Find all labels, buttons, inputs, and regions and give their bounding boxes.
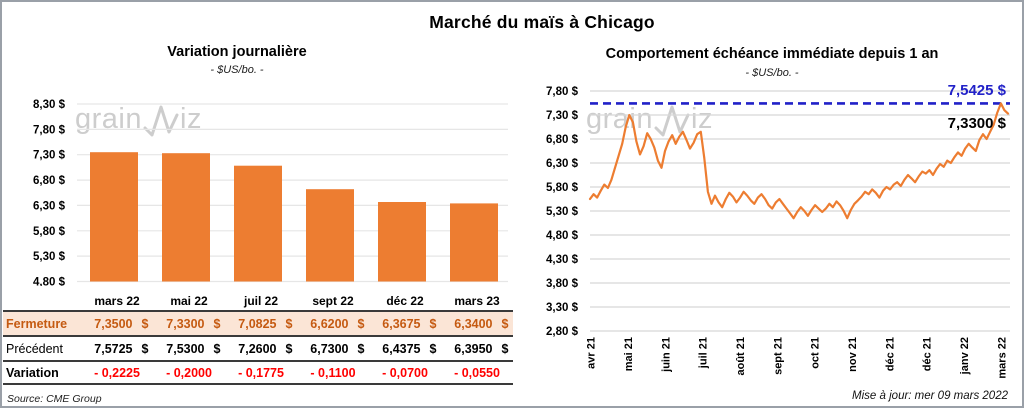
month-header-cell: mars 23 [454, 293, 500, 308]
value-cell: 6,3950 $ [454, 341, 509, 356]
svg-text:5,30 $: 5,30 $ [546, 206, 579, 218]
svg-text:déc 21: déc 21 [884, 337, 896, 371]
price-table: mars 22 mai 22 juil 22 sept 22 déc 22 mars 23… [3, 291, 513, 385]
value-cell: 6,6200 $ [310, 316, 365, 331]
bar-chart-subtitle: - $US/bo. - [210, 64, 264, 76]
line-chart: 7,80 $ 7,30 $ 6,80 $ 6,30 $ 5,80 $ 5,30 $ 4,80… [546, 86, 1010, 379]
bar-chart-title: Variation journalière [167, 44, 307, 60]
svg-text:6,30 $: 6,30 $ [33, 200, 66, 212]
svg-text:7,80 $: 7,80 $ [33, 124, 66, 136]
line-chart-title: Comportement échéance immédiate depuis 1… [605, 46, 939, 62]
month-header-cell: mai 22 [170, 293, 208, 308]
svg-text:4,30 $: 4,30 $ [546, 254, 579, 266]
svg-text:3,30 $: 3,30 $ [546, 302, 579, 314]
last-price-label: 7,3300 $ [947, 115, 1006, 132]
month-header-cell: déc 22 [386, 293, 424, 308]
svg-text:7,30 $: 7,30 $ [33, 150, 66, 162]
value-cell: 7,3500 $ [94, 316, 149, 331]
value-cell: - 0,2225 [94, 365, 140, 380]
value-cell: 7,3300 $ [166, 316, 221, 331]
source-note: Source: CME Group [7, 393, 102, 405]
svg-text:8,30 $: 8,30 $ [33, 99, 66, 111]
value-cell: 7,0825 $ [238, 316, 293, 331]
svg-text:5,80 $: 5,80 $ [546, 182, 579, 194]
svg-text:3,80 $: 3,80 $ [546, 278, 579, 290]
svg-text:5,80 $: 5,80 $ [33, 226, 66, 238]
line-chart-subtitle: - $US/bo. - [745, 67, 799, 79]
svg-text:6,80 $: 6,80 $ [33, 175, 66, 187]
watermark-text-right: iz [180, 103, 202, 135]
value-cell: 6,7300 $ [310, 341, 365, 356]
watermark-text-right: iz [691, 103, 713, 135]
zigzag-line-icon [143, 105, 179, 136]
bar-chart: 8,30 $ 7,80 $ 7,30 $ 6,80 $ 6,30 $ 5,80 $ 5,30… [33, 99, 508, 287]
value-cell: - 0,1100 [310, 365, 356, 380]
value-cell: 6,3400 $ [454, 316, 509, 331]
max-price-label: 7,5425 $ [947, 82, 1006, 99]
zigzag-line-icon [654, 105, 690, 136]
value-cell: 7,5725 $ [94, 341, 149, 356]
grainwiz-watermark: grain iz [586, 103, 713, 136]
value-cell: - 0,2000 [166, 365, 212, 380]
svg-text:nov 21: nov 21 [847, 337, 859, 372]
svg-text:oct 21: oct 21 [810, 337, 822, 369]
update-note: Mise à jour: mer 09 mars 2022 [852, 390, 1008, 402]
value-cell: - 0,1775 [238, 365, 284, 380]
svg-text:déc 21: déc 21 [922, 337, 934, 371]
month-header-cell: juil 22 [243, 293, 278, 308]
svg-text:avr 21: avr 21 [586, 337, 598, 369]
svg-text:7,30 $: 7,30 $ [546, 110, 579, 122]
value-cell: 7,5300 $ [166, 341, 221, 356]
svg-text:juil 21: juil 21 [698, 337, 710, 369]
table-row: Variation - 0,2225 - 0,2000 - 0,1775 - 0,110… [3, 360, 513, 385]
value-cell: - 0,0700 [382, 365, 428, 380]
watermark-text-left: grain [586, 103, 653, 135]
row-label: Fermeture [6, 316, 68, 331]
table-row: Précédent 7,5725 $ 7,5300 $ 7,2600 $ 6,7300 $ 6,4… [3, 335, 513, 360]
value-cell: 6,3675 $ [382, 316, 437, 331]
table-header-row: mars 22 mai 22 juil 22 sept 22 déc 22 mars 23 [3, 291, 513, 310]
svg-text:7,80 $: 7,80 $ [546, 86, 579, 98]
svg-text:5,30 $: 5,30 $ [33, 251, 66, 263]
value-cell: 6,4375 $ [382, 341, 437, 356]
table-row: Fermeture 7,3500 $ 7,3300 $ 7,0825 $ 6,6200 $ 6,3… [3, 310, 513, 335]
svg-text:août 21: août 21 [735, 337, 747, 376]
row-label: Variation [6, 365, 59, 380]
svg-text:4,80 $: 4,80 $ [33, 277, 66, 287]
svg-text:mai 21: mai 21 [623, 337, 635, 371]
month-header-cell: sept 22 [312, 293, 354, 308]
svg-text:juin 21: juin 21 [660, 337, 672, 373]
svg-text:sept 21: sept 21 [772, 337, 784, 375]
value-cell: - 0,0550 [454, 365, 500, 380]
row-label: Précédent [6, 341, 63, 356]
page-title: Marché du maïs à Chicago [429, 12, 655, 32]
svg-text:janv 22: janv 22 [959, 337, 971, 375]
svg-text:2,80 $: 2,80 $ [546, 326, 579, 338]
svg-text:6,80 $: 6,80 $ [546, 134, 579, 146]
value-cell: 7,2600 $ [238, 341, 293, 356]
svg-text:4,80 $: 4,80 $ [546, 230, 579, 242]
month-header-cell: mars 22 [94, 293, 140, 308]
svg-text:mars 22: mars 22 [996, 337, 1008, 379]
svg-text:6,30 $: 6,30 $ [546, 158, 579, 170]
